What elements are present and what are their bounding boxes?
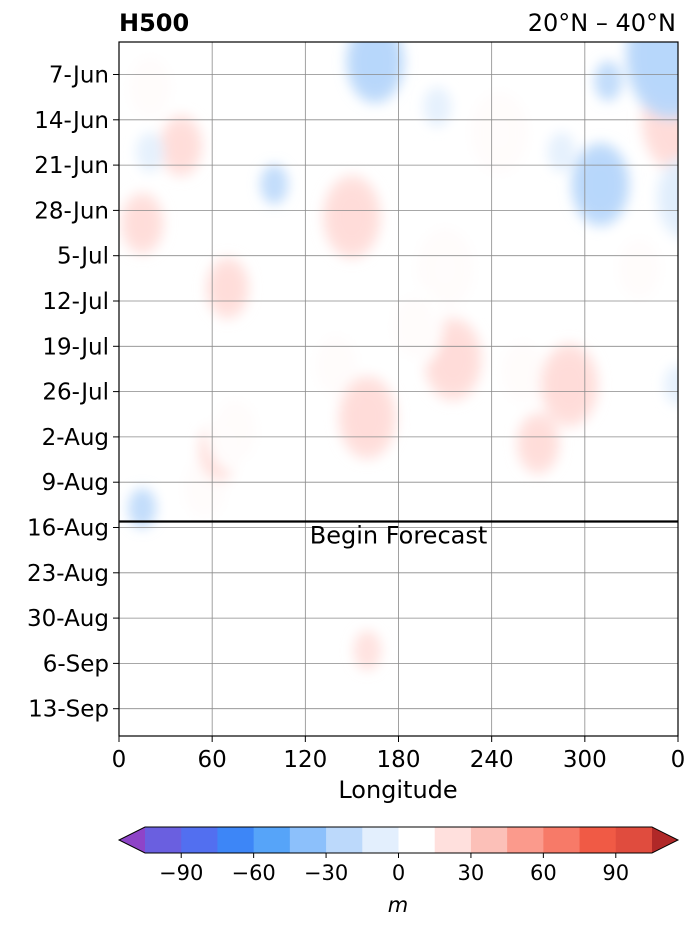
y-tick-label: 2-Aug — [42, 425, 109, 451]
colorbar-segment — [579, 827, 617, 853]
colorbar-over-arrow — [652, 827, 678, 853]
grid-lines — [119, 42, 678, 736]
anomaly-contour — [516, 412, 560, 475]
anomaly-contour — [128, 488, 157, 529]
x-tick-label: 300 — [563, 747, 607, 773]
colorbar-label: m — [388, 893, 408, 917]
anomaly-contour — [159, 114, 203, 177]
anomaly-contour — [353, 630, 382, 671]
x-axis-ticks: 0 60 120 180 240 300 0 — [112, 736, 686, 773]
x-tick-label: 0 — [671, 747, 686, 773]
anomaly-contour — [384, 284, 444, 369]
anomaly-field — [120, 42, 678, 671]
colorbar-tick-label: −90 — [159, 861, 203, 885]
colorbar-segment — [289, 827, 327, 853]
y-tick-label: 19-Jul — [42, 334, 109, 360]
anomaly-contour — [322, 174, 382, 259]
anomaly-contour — [656, 156, 678, 238]
anomaly-contour — [462, 79, 537, 186]
colorbar-tick-label: −30 — [304, 861, 348, 885]
y-tick-label: 21-Jun — [34, 153, 109, 179]
x-tick-label: 120 — [283, 747, 327, 773]
y-tick-label: 26-Jul — [42, 380, 109, 406]
anomaly-contour — [539, 343, 599, 428]
colorbar-outline — [117, 826, 680, 854]
x-tick-label: 240 — [470, 747, 514, 773]
colorbar-segment — [507, 827, 544, 853]
y-tick-label: 5-Jul — [57, 244, 109, 270]
anomaly-contour — [338, 375, 397, 460]
anomaly-contour — [609, 226, 669, 311]
y-tick-label: 9-Aug — [42, 470, 109, 496]
y-tick-label: 7-Jun — [49, 63, 109, 89]
plot-title-right: 20°N – 40°N — [528, 9, 676, 37]
anomaly-contour — [205, 257, 250, 320]
y-tick-label: 30-Aug — [27, 606, 109, 632]
colorbar-segment — [398, 827, 436, 853]
colorbar-segment — [470, 827, 508, 853]
anomaly-contour — [547, 132, 576, 173]
y-axis-ticks: 7-Jun 14-Jun 21-Jun 28-Jun 5-Jul 12-Jul 19-Jul… — [27, 63, 119, 723]
colorbar-segment — [181, 827, 218, 853]
x-tick-label: 60 — [198, 747, 227, 773]
anomaly-contour — [260, 164, 289, 205]
plot-title-left: H500 — [119, 9, 189, 37]
x-tick-label: 180 — [377, 747, 421, 773]
anomaly-contour — [570, 142, 630, 227]
colorbar-ticks: −90 −60 −30 0 30 60 90 — [159, 853, 629, 885]
anomaly-contour — [120, 192, 164, 255]
colorbar-segment — [253, 827, 291, 853]
colorbar-under-arrow — [119, 827, 145, 853]
y-tick-label: 28-Jun — [34, 198, 109, 224]
x-tick-label: 0 — [112, 747, 127, 773]
colorbar-segment — [434, 827, 472, 853]
colorbar-segment — [145, 827, 182, 853]
y-tick-label: 16-Aug — [27, 516, 109, 542]
forecast-label: Begin Forecast — [310, 522, 488, 550]
y-tick-label: 6-Sep — [43, 651, 109, 677]
y-tick-label: 23-Aug — [27, 561, 109, 587]
anomaly-contour — [423, 86, 452, 127]
colorbar-tick-label: −60 — [231, 861, 275, 885]
colorbar-segment — [615, 827, 653, 853]
y-tick-label: 12-Jul — [42, 289, 109, 315]
anomaly-contour — [664, 365, 678, 406]
colorbar-tick-label: 0 — [392, 861, 405, 885]
anomaly-contour — [493, 330, 553, 415]
anomaly-contour — [136, 132, 165, 173]
colorbar-tick-label: 90 — [602, 861, 629, 885]
y-tick-label: 14-Jun — [34, 108, 109, 134]
colorbar-segment — [362, 827, 399, 853]
plot-area: Begin Forecast — [119, 42, 678, 736]
x-axis-label: Longitude — [338, 776, 457, 804]
colorbar-segment — [326, 827, 363, 853]
y-tick-label: 13-Sep — [28, 697, 109, 723]
colorbar-tick-label: 30 — [458, 861, 485, 885]
anomaly-contour — [485, 585, 514, 626]
anomaly-contour — [206, 388, 265, 473]
anomaly-contour — [594, 60, 623, 101]
anomaly-contour — [120, 45, 180, 130]
colorbar-segment — [217, 827, 255, 853]
colorbar-tick-label: 60 — [530, 861, 557, 885]
anomaly-contour — [345, 42, 405, 104]
colorbar-segment — [543, 827, 581, 853]
colorbar — [117, 826, 680, 854]
anomaly-contour — [625, 42, 678, 120]
